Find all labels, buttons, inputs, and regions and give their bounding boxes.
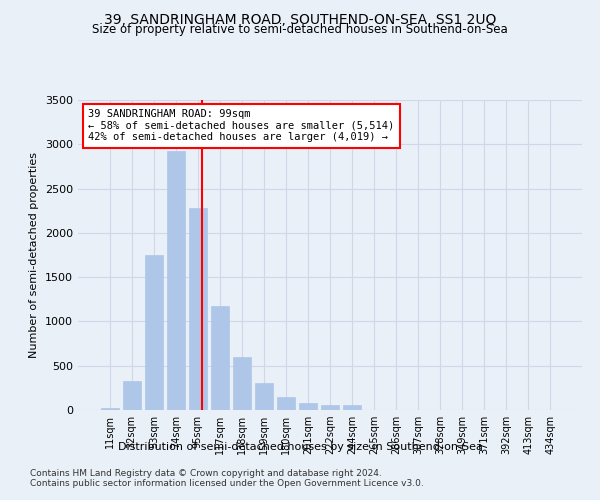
Text: 39, SANDRINGHAM ROAD, SOUTHEND-ON-SEA, SS1 2UQ: 39, SANDRINGHAM ROAD, SOUTHEND-ON-SEA, S… xyxy=(104,12,496,26)
Bar xyxy=(321,405,339,410)
Bar xyxy=(167,152,185,410)
Text: Contains HM Land Registry data © Crown copyright and database right 2024.: Contains HM Land Registry data © Crown c… xyxy=(30,469,382,478)
Bar xyxy=(189,208,206,410)
Bar xyxy=(101,408,119,410)
Text: Distribution of semi-detached houses by size in Southend-on-Sea: Distribution of semi-detached houses by … xyxy=(118,442,482,452)
Bar xyxy=(255,382,273,410)
Bar xyxy=(233,357,251,410)
Bar xyxy=(299,403,317,410)
Y-axis label: Number of semi-detached properties: Number of semi-detached properties xyxy=(29,152,40,358)
Bar xyxy=(211,306,229,410)
Text: 39 SANDRINGHAM ROAD: 99sqm
← 58% of semi-detached houses are smaller (5,514)
42%: 39 SANDRINGHAM ROAD: 99sqm ← 58% of semi… xyxy=(88,110,394,142)
Text: Size of property relative to semi-detached houses in Southend-on-Sea: Size of property relative to semi-detach… xyxy=(92,22,508,36)
Bar xyxy=(145,255,163,410)
Bar xyxy=(123,381,140,410)
Bar xyxy=(343,405,361,410)
Bar xyxy=(277,396,295,410)
Text: Contains public sector information licensed under the Open Government Licence v3: Contains public sector information licen… xyxy=(30,479,424,488)
